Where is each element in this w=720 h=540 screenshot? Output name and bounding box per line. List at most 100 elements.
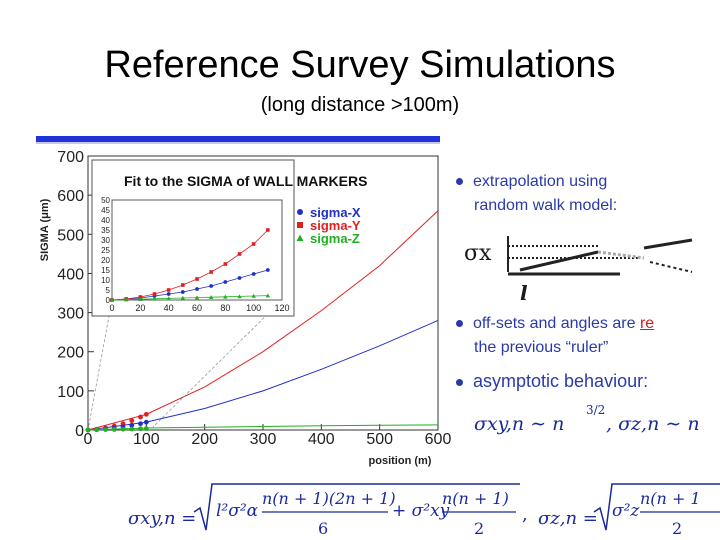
bullet-offsets: off-sets and angles are re	[456, 312, 654, 335]
bullet-extrapolation: extrapolation using	[456, 170, 607, 193]
inset-point-sigma-X	[209, 284, 214, 288]
y-tick-label: 700	[57, 149, 84, 166]
inset-y-tick-label: 5	[106, 286, 111, 295]
main-near-origin-point	[129, 426, 135, 432]
series-line-sigma-X	[87, 319, 439, 431]
legend-marker-sigma-Y	[297, 222, 303, 228]
inset-point-sigma-Y	[181, 283, 185, 287]
slide-title: Reference Survey Simulations	[104, 44, 616, 86]
inset-point-sigma-Z	[194, 295, 200, 300]
inset-point-sigma-Z	[180, 295, 186, 300]
y-axis-label: SIGMA (μm)	[39, 198, 51, 261]
inset-y-tick-label: 10	[101, 276, 110, 285]
main-near-origin-point	[111, 427, 117, 432]
inset-point-sigma-Z	[109, 297, 115, 302]
top-blue-bar	[36, 136, 440, 142]
y-tick-label: 200	[57, 345, 84, 362]
main-near-origin-point	[94, 427, 100, 433]
legend-label-sigma-Y: sigma-Y	[310, 218, 361, 233]
inset-x-tick-label: 80	[220, 303, 230, 313]
inset-point-sigma-Z	[123, 297, 129, 302]
slide-subtitle: (long distance >100m)	[260, 94, 460, 116]
inset-point-sigma-Z	[223, 294, 228, 299]
inset-y-tick-label: 35	[101, 226, 110, 235]
legend-marker-sigma-X	[297, 209, 303, 215]
inset-point-sigma-X	[265, 268, 270, 272]
y-tick-label: 600	[57, 188, 84, 205]
inset-y-tick-label: 25	[101, 246, 110, 255]
inset-series-line-sigma-Y	[111, 229, 269, 301]
inset-y-tick-label: 40	[101, 216, 110, 225]
inset-x-tick-label: 120	[274, 303, 289, 313]
inset-point-sigma-X	[195, 287, 199, 291]
inset-plot-frame	[111, 199, 283, 301]
inset-point-sigma-Y	[266, 228, 270, 232]
inset-y-tick-label: 20	[101, 256, 110, 265]
x-tick-label: 300	[250, 431, 277, 448]
inset-point-sigma-Z	[208, 295, 214, 299]
main-near-origin-point	[138, 421, 143, 427]
inset-point-sigma-Y	[223, 262, 228, 266]
inset-title: Fit to the SIGMA of WALL MARKERS	[124, 173, 367, 189]
legend-label-sigma-Z: sigma-Z	[310, 231, 360, 246]
bullet-asymptotic: asymptotic behaviour:	[456, 370, 648, 393]
inset-point-sigma-Y	[138, 295, 143, 299]
y-tick-label: 0	[75, 423, 84, 440]
bullet-link-text[interactable]: re	[639, 315, 655, 332]
main-near-origin-point	[138, 426, 143, 432]
x-tick-label: 0	[84, 431, 93, 448]
inset-y-tick-label: 0	[106, 296, 111, 305]
inset-point-sigma-Z	[152, 296, 157, 301]
y-tick-label: 300	[57, 306, 84, 323]
main-near-origin-point	[143, 411, 149, 417]
bullet-dot	[456, 320, 463, 328]
x-tick-label: 600	[425, 431, 452, 448]
inset-point-sigma-Z	[166, 296, 171, 301]
inset-point-sigma-Y	[237, 252, 242, 256]
inset-point-sigma-Z	[265, 293, 271, 298]
inset-point-sigma-Y	[195, 277, 199, 281]
main-near-origin-point	[143, 426, 149, 432]
inset-guide-line	[87, 299, 113, 431]
bullet-dot	[456, 178, 463, 186]
inset-point-sigma-Y	[251, 242, 256, 246]
main-near-origin-point	[138, 414, 143, 420]
y-tick-label: 100	[57, 384, 84, 401]
inset-point-sigma-X	[180, 290, 185, 294]
bullet-text: random walk model:	[474, 197, 618, 214]
inset-point-sigma-X	[237, 276, 242, 280]
inset-point-sigma-Z	[237, 294, 242, 299]
main-near-origin-point	[129, 422, 135, 428]
bullet-text: asymptotic behaviour:	[473, 371, 649, 391]
bullet-text: extrapolation using	[473, 173, 608, 190]
inset-x-tick-label: 20	[135, 303, 145, 313]
inset-y-tick-label: 45	[101, 206, 110, 215]
inset-point-sigma-Z	[138, 297, 143, 301]
bullet-extrapolation-cont: random walk model:	[474, 194, 617, 217]
inset-x-tick-label: 40	[164, 303, 174, 313]
main-near-origin-point	[103, 427, 108, 433]
inset-point-sigma-Z	[251, 293, 256, 298]
x-tick-label: 500	[366, 431, 393, 448]
main-near-origin-point	[129, 418, 135, 424]
inset-point-sigma-X	[251, 272, 256, 276]
inset-point-sigma-Y	[209, 270, 213, 274]
inset-point-sigma-Y	[152, 292, 157, 296]
inset-point-sigma-Y	[166, 288, 171, 292]
y-tick-label: 400	[57, 266, 84, 283]
inset-series-line-sigma-Z	[111, 295, 268, 301]
main-near-origin-point	[143, 419, 149, 425]
inset-guide-line	[149, 299, 283, 431]
bullet-text: the previous “ruler”	[474, 339, 609, 356]
bullet-list: extrapolation using random walk model: o…	[456, 168, 720, 438]
x-tick-label: 200	[191, 431, 218, 448]
main-near-origin-point	[120, 426, 126, 432]
top-bar-shadow	[36, 142, 440, 144]
inset-y-tick-label: 15	[101, 266, 110, 275]
inset-y-tick-label: 50	[101, 196, 110, 205]
legend-label-sigma-X: sigma-X	[310, 205, 361, 220]
bullet-offsets-cont: the previous “ruler”	[474, 336, 608, 359]
inset-x-tick-label: 60	[192, 303, 202, 313]
bullet-text: off-sets and angles are	[473, 315, 636, 332]
